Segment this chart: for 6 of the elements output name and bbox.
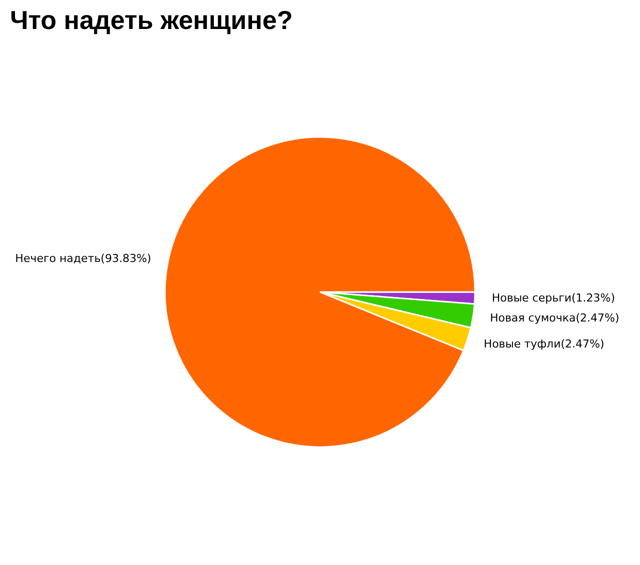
slice-label: Нечего надеть(93.83%): [15, 252, 152, 265]
slice-label: Новые туфли(2.47%): [484, 337, 604, 350]
pie-slice: [164, 136, 476, 448]
slice-label: Новая сумочка(2.47%): [490, 312, 620, 325]
slice-label: Новые серьги(1.23%): [492, 292, 616, 305]
chart-title: Что надеть женщине?: [10, 5, 293, 35]
